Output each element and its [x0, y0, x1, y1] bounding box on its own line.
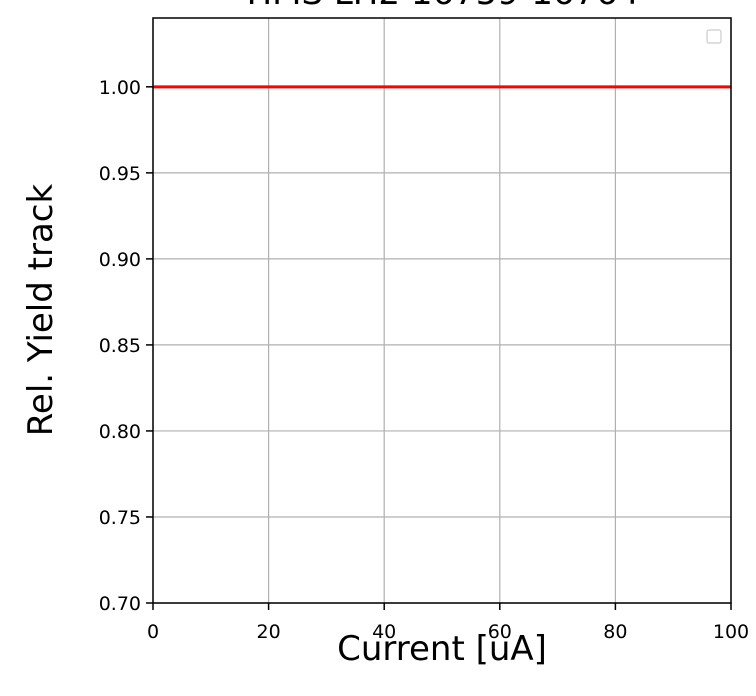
y-axis-label: Rel. Yield track: [21, 184, 61, 437]
x-axis-label: Current [uA]: [337, 629, 547, 669]
legend-box[interactable]: [707, 30, 721, 43]
y-tick-label: 0.90: [99, 249, 141, 271]
y-tick-label: 1.00: [99, 77, 141, 99]
y-tick-label: 0.70: [99, 593, 141, 615]
chart-title: HMS LH2 16759-16764: [247, 0, 640, 13]
x-tick-label: 100: [713, 621, 749, 643]
y-tick-label: 0.75: [99, 507, 141, 529]
x-tick-label: 80: [603, 621, 627, 643]
x-tick-label: 0: [147, 621, 159, 643]
y-tick-label: 0.95: [99, 163, 141, 185]
x-tick-label: 20: [257, 621, 281, 643]
y-tick-label: 0.85: [99, 335, 141, 357]
y-tick-label: 0.80: [99, 421, 141, 443]
